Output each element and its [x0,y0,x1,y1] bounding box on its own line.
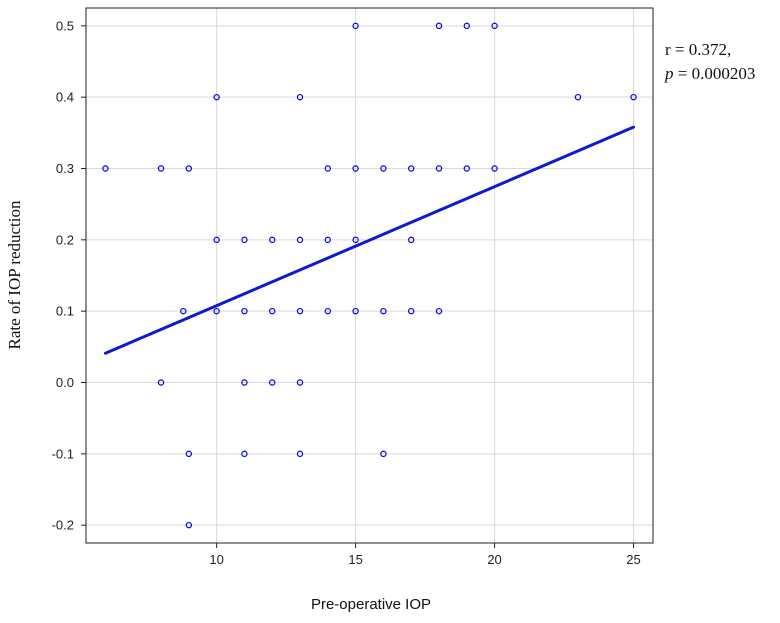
data-points [102,22,637,529]
data-point [185,165,193,172]
y-tick-label: 0.5 [56,18,74,33]
data-point [324,236,332,244]
data-point [463,22,470,30]
data-point [407,236,415,244]
data-point [180,307,187,315]
stats-annotation: r = 0.372, p = 0.000203 [664,40,755,83]
data-point [380,165,387,172]
data-point [157,379,165,386]
data-point [407,307,415,315]
data-point [324,307,332,315]
data-point [324,165,332,172]
data-point [380,307,387,315]
y-tick-label: -0.1 [52,446,74,461]
data-point [241,236,248,244]
p-symbol: p [664,64,674,83]
data-point [102,165,109,172]
data-point [213,93,220,101]
data-point [269,307,276,315]
data-point [491,22,498,30]
data-point [352,307,359,315]
data-point [380,450,387,458]
data-point [435,307,443,315]
data-point [407,165,415,172]
y-axis-label: Rate of IOP reduction [5,200,24,350]
data-point [352,236,359,244]
data-point [241,307,248,315]
data-point [241,450,248,458]
data-point [241,379,248,386]
x-tick-label: 10 [209,552,223,567]
data-point [352,22,359,30]
data-point [296,450,304,458]
data-point [296,379,304,386]
y-tick-label: 0.0 [56,375,74,390]
grid [86,8,653,543]
y-tick-label: 0.1 [56,304,74,319]
data-point [213,236,220,244]
y-tick-label: 0.2 [56,232,74,247]
p-value-text: p = 0.000203 [664,64,755,83]
data-point [157,165,165,172]
data-point [435,22,443,30]
data-point [185,521,193,529]
axes: 10 15 20 25 -0.2 -0.1 0.0 0.1 0.2 0.3 0.4 0.5 [52,18,641,567]
data-point [269,236,276,244]
data-point [296,307,304,315]
y-tick-label: -0.2 [52,518,74,533]
data-point [296,236,304,244]
r-value-text: r = 0.372, [665,40,731,59]
x-axis-label: Pre-operative IOP [311,596,431,613]
data-point [269,379,276,386]
x-tick-label: 25 [626,552,640,567]
data-point [630,93,637,101]
data-point [185,450,193,458]
plot-area [85,7,654,544]
data-point [574,93,582,101]
data-point [435,165,443,172]
x-tick-label: 20 [487,552,501,567]
data-point [491,165,498,172]
x-tick-label: 15 [348,552,362,567]
data-point [296,93,304,101]
regression-line [103,125,636,355]
y-tick-label: 0.3 [56,161,74,176]
p-value: = 0.000203 [674,64,756,83]
data-point [213,307,220,315]
data-point [463,165,470,172]
data-point [352,165,359,172]
y-tick-label: 0.4 [56,90,74,105]
